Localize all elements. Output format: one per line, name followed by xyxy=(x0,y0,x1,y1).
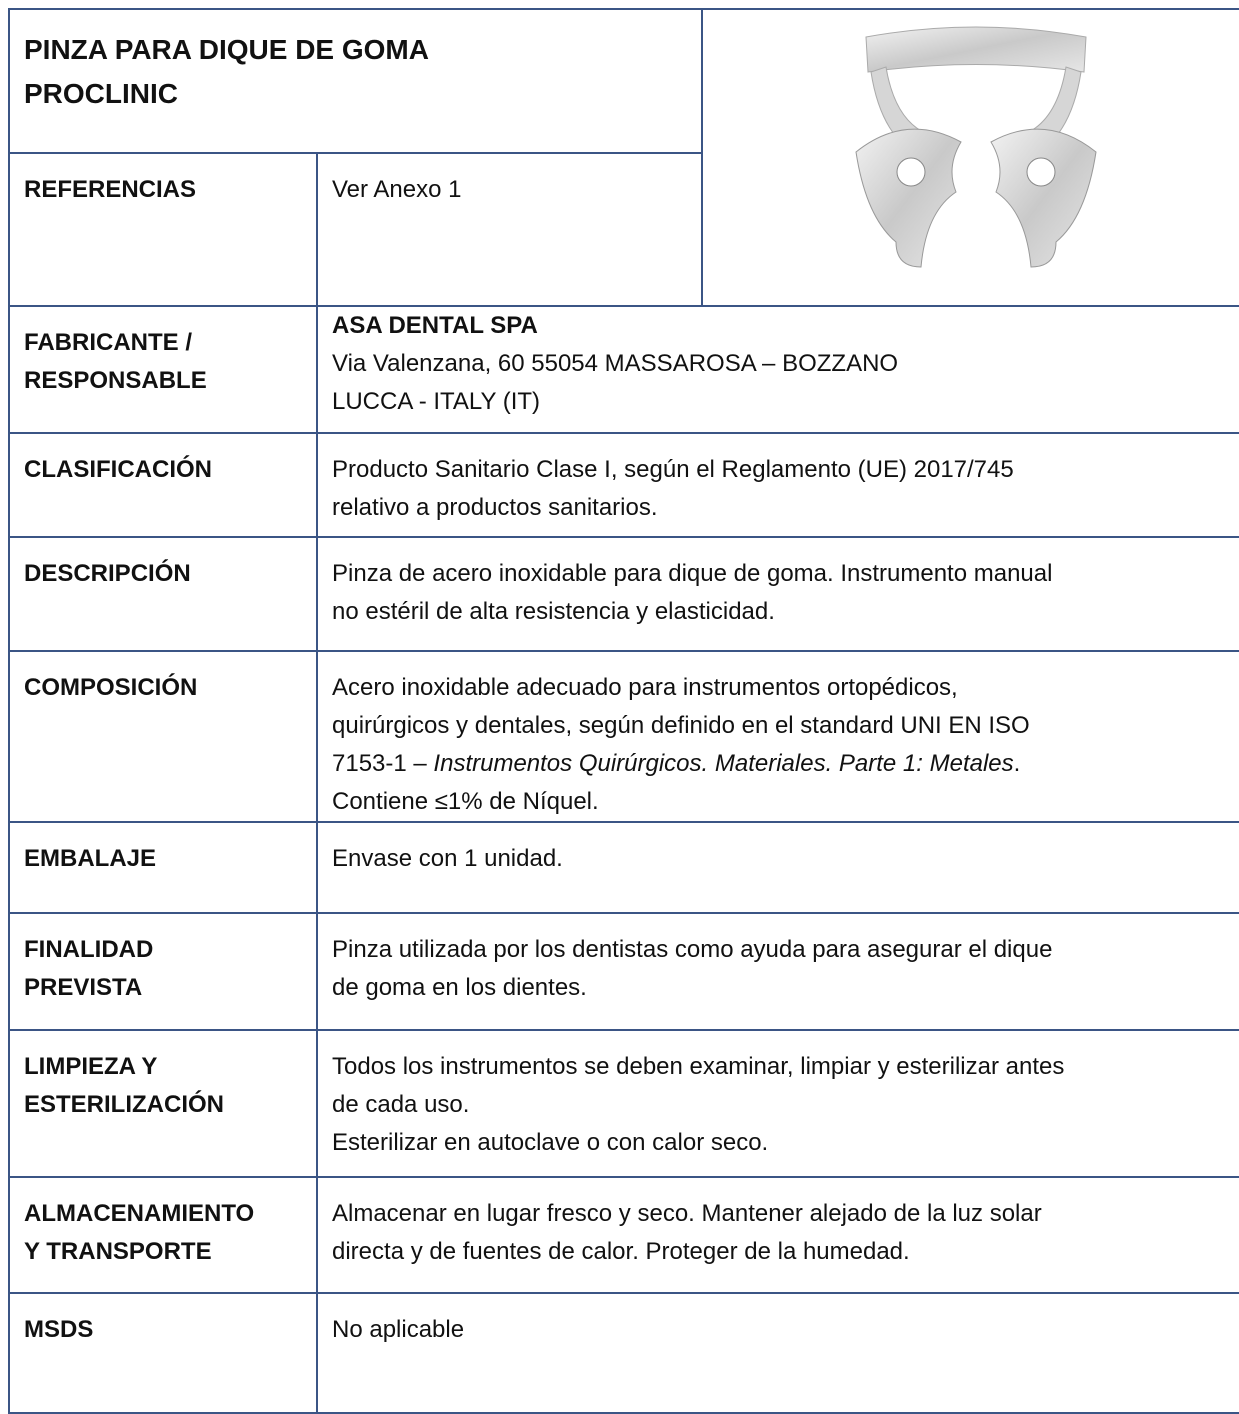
row: EMBALAJE Envase con 1 unidad. xyxy=(8,821,1239,914)
page: PINZA PARA DIQUE DE GOMA PROCLINIC REFERE… xyxy=(7,8,1239,1414)
value-cell: Ver Anexo 1 xyxy=(315,152,704,307)
title-row: PINZA PARA DIQUE DE GOMA PROCLINIC xyxy=(7,8,1239,307)
label-line: REFERENCIAS xyxy=(24,176,197,203)
label-cell: FINALIDAD PREVISTA xyxy=(8,912,318,1031)
label-line: FINALIDAD xyxy=(24,936,154,963)
value-line: 7153-1 – Instrumentos Quirúrgicos. Mater… xyxy=(332,745,1236,783)
label-line: MSDS xyxy=(24,1316,94,1343)
value-cell: Todos los instrumentos se deben examinar… xyxy=(315,1029,1239,1178)
value-line: no estéril de alta resistencia y elastic… xyxy=(332,598,775,625)
value-line: Envase con 1 unidad. xyxy=(332,845,563,872)
label-cell: REFERENCIAS xyxy=(8,152,318,307)
row: DESCRIPCIÓN Pinza de acero inoxidable par… xyxy=(8,536,1239,652)
label-line: ALMACENAMIENTO xyxy=(24,1200,255,1227)
title-line: PROCLINIC xyxy=(24,78,178,109)
label-cell: EMBALAJE xyxy=(8,821,318,914)
label-cell: MSDS xyxy=(8,1292,318,1414)
label-line: Y TRANSPORTE xyxy=(24,1238,212,1265)
text: 7153-1 – xyxy=(332,750,434,777)
value-line: Pinza de acero inoxidable para dique de … xyxy=(332,560,1053,587)
text: . xyxy=(1013,750,1021,777)
label-line: RESPONSABLE xyxy=(24,367,207,394)
italic-text: Instrumentos Quirúrgicos. Materiales. Pa… xyxy=(433,750,1014,777)
value-line: Via Valenzana, 60 55054 MASSAROSA – BOZZ… xyxy=(332,350,899,377)
value-cell: Pinza de acero inoxidable para dique de … xyxy=(315,536,1239,652)
value-line: quirúrgicos y dentales, según definido e… xyxy=(332,712,1030,739)
value-line: Pinza utilizada por los dentistas como a… xyxy=(332,936,1053,963)
value-line: directa y de fuentes de calor. Proteger … xyxy=(332,1238,910,1265)
value-cell: ASA DENTAL SPA Via Valenzana, 60 55054 MA… xyxy=(315,305,1239,434)
image-cell xyxy=(701,8,1239,307)
value-cell: Envase con 1 unidad. xyxy=(315,821,1239,914)
row: COMPOSICIÓN Acero inoxidable adecuado par… xyxy=(8,650,1239,823)
label-cell: LIMPIEZA Y ESTERILIZACIÓN xyxy=(8,1029,318,1178)
value-line: de goma en los dientes. xyxy=(332,974,587,1001)
label-line: PREVISTA xyxy=(24,974,143,1001)
title-cell: PINZA PARA DIQUE DE GOMA PROCLINIC xyxy=(7,8,704,154)
label-cell: FABRICANTE / RESPONSABLE xyxy=(8,305,318,434)
clamp-image xyxy=(854,26,1097,268)
value-line: Todos los instrumentos se deben examinar… xyxy=(332,1053,1065,1080)
value-cell: Producto Sanitario Clase I, según el Reg… xyxy=(315,432,1239,538)
label-line: DESCRIPCIÓN xyxy=(24,560,191,587)
label-line: CLASIFICACIÓN xyxy=(24,456,212,483)
label-line: EMBALAJE xyxy=(24,845,157,872)
title-line: PINZA PARA DIQUE DE GOMA xyxy=(24,34,429,65)
row: CLASIFICACIÓN Producto Sanitario Clase I,… xyxy=(8,432,1239,538)
value-heading: ASA DENTAL SPA xyxy=(332,312,538,339)
value-line: relativo a productos sanitarios. xyxy=(332,494,658,521)
row: REFERENCIAS Ver Anexo 1 xyxy=(8,152,1239,307)
label-cell: COMPOSICIÓN xyxy=(8,650,318,823)
row: ALMACENAMIENTO Y TRANSPORTE Almacenar en l… xyxy=(8,1176,1239,1294)
label-cell: DESCRIPCIÓN xyxy=(8,536,318,652)
label-cell: ALMACENAMIENTO Y TRANSPORTE xyxy=(8,1176,318,1294)
label-line: LIMPIEZA Y xyxy=(24,1053,158,1080)
value-line: Ver Anexo 1 xyxy=(332,176,462,203)
value-line: No aplicable xyxy=(332,1316,465,1343)
label-line: ESTERILIZACIÓN xyxy=(24,1091,225,1118)
value-cell: Acero inoxidable adecuado para instrumen… xyxy=(315,650,1239,823)
row: MSDS No aplicable xyxy=(8,1292,1239,1414)
label-line: COMPOSICIÓN xyxy=(24,674,198,701)
product-sheet: PINZA PARA DIQUE DE GOMA PROCLINIC REFERE… xyxy=(7,8,1239,1414)
value-line: Esterilizar en autoclave o con calor sec… xyxy=(332,1129,769,1156)
value-cell: Almacenar en lugar fresco y seco. Manten… xyxy=(315,1176,1239,1294)
value-line: Acero inoxidable adecuado para instrumen… xyxy=(332,674,958,701)
value-line: Producto Sanitario Clase I, según el Reg… xyxy=(332,456,1014,483)
value-cell: Pinza utilizada por los dentistas como a… xyxy=(315,912,1239,1031)
row: LIMPIEZA Y ESTERILIZACIÓN Todos los instru… xyxy=(8,1029,1239,1178)
value-line: LUCCA - ITALY (IT) xyxy=(332,388,541,415)
row: FABRICANTE / RESPONSABLE ASA DENTAL SPA Via… xyxy=(8,305,1239,434)
value-line: Almacenar en lugar fresco y seco. Manten… xyxy=(332,1200,1042,1227)
row: FINALIDAD PREVISTA Pinza utilizada por los… xyxy=(8,912,1239,1031)
label-cell: CLASIFICACIÓN xyxy=(8,432,318,538)
value-line: Contiene ≤1% de Níquel. xyxy=(332,788,599,815)
value-line: de cada uso. xyxy=(332,1091,470,1118)
value-cell: No aplicable xyxy=(315,1292,1239,1414)
label-line: FABRICANTE / xyxy=(24,329,192,356)
table-body: PINZA PARA DIQUE DE GOMA PROCLINIC REFERE… xyxy=(7,8,1239,1414)
